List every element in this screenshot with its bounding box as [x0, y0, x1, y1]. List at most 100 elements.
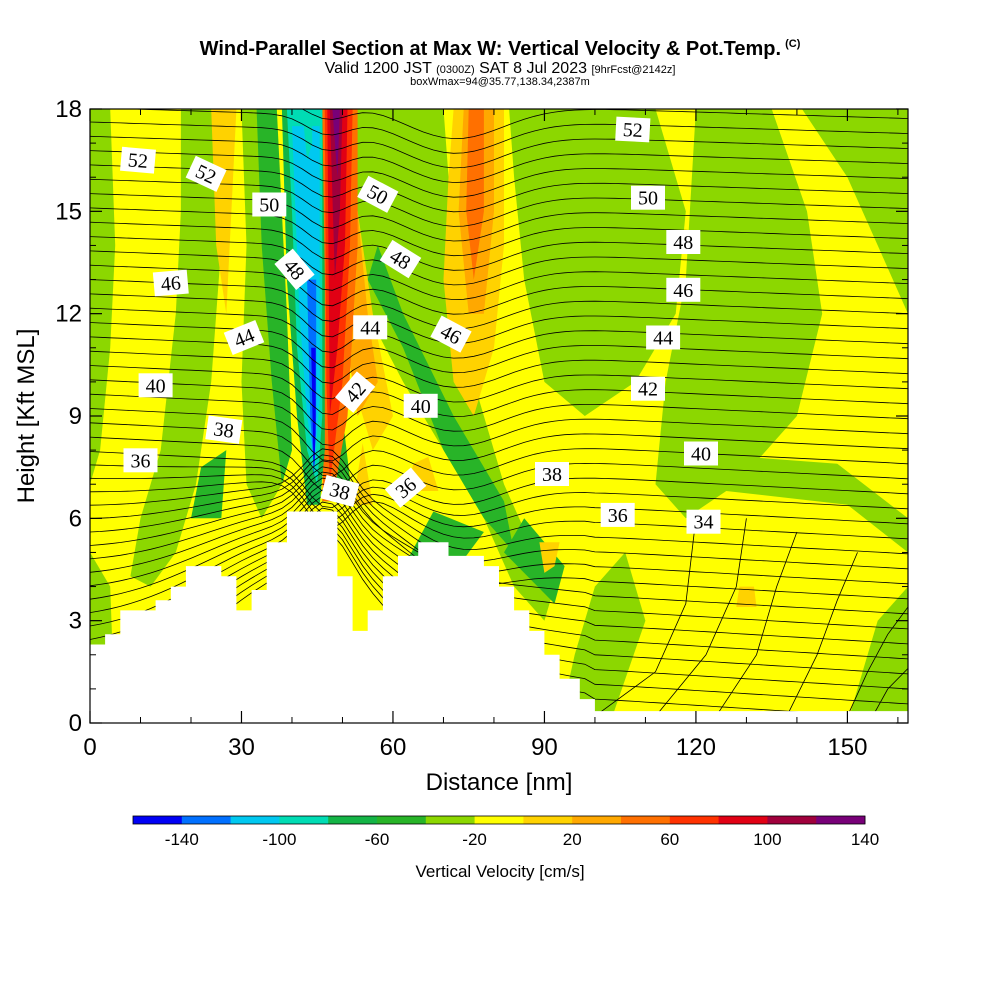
theta-contour	[120, 109, 908, 154]
theta-label-bg	[120, 146, 156, 174]
valid-utc: (0300Z)	[436, 64, 475, 76]
theta-label-bg	[353, 315, 388, 340]
theta-label: 50	[252, 192, 287, 217]
colorbar-swatch	[230, 816, 280, 824]
theta-label-text: 44	[653, 328, 673, 350]
colorbar-swatch	[181, 816, 231, 824]
x-tick-label: 90	[531, 734, 558, 761]
title-text: Wind-Parallel Section at Max W: Vertical…	[199, 38, 782, 60]
chart-title: Wind-Parallel Section at Max W: Vertical…	[0, 38, 1000, 61]
theta-label: 52	[185, 155, 227, 192]
colorbar-swatch	[767, 816, 817, 824]
theta-label-bg	[666, 230, 701, 254]
theta-label-text: 38	[212, 418, 235, 443]
theta-contour	[90, 464, 908, 516]
theta-label: 36	[123, 448, 158, 473]
theta-label: 38	[205, 415, 243, 444]
downdraft-band	[90, 109, 116, 485]
theta-label: 46	[666, 277, 701, 302]
theta-contour	[90, 350, 908, 403]
theta-label: 36	[600, 502, 635, 527]
y-tick-label: 15	[55, 198, 82, 225]
x-tick-label: 30	[228, 734, 255, 761]
terrain	[90, 511, 908, 723]
updraft-core	[329, 109, 343, 280]
theta-contour	[90, 293, 908, 344]
colorbar-label: 140	[851, 830, 879, 849]
theta-label-bg	[646, 325, 681, 350]
colorbar-label: -20	[462, 830, 487, 849]
theta-label-text: 42	[638, 379, 658, 401]
theta-label-text: 46	[673, 280, 693, 302]
theta-label-text: 52	[622, 119, 643, 142]
theta-label: 52	[615, 116, 651, 143]
theta-contour	[90, 365, 908, 418]
colorbar-swatch	[669, 816, 719, 824]
theta-contour	[90, 193, 908, 242]
theta-contour	[90, 336, 908, 388]
theta-label-bg	[320, 475, 360, 507]
theta-label: 44	[646, 325, 681, 350]
downdraft-band	[559, 552, 646, 723]
theta-contour	[90, 448, 908, 555]
theta-contour	[90, 307, 908, 359]
theta-label-bg	[185, 155, 227, 192]
theta-contour	[90, 121, 908, 169]
theta-label-text: 34	[694, 512, 714, 534]
theta-contour	[90, 454, 908, 570]
theta-label-text: 36	[608, 505, 628, 527]
theta-label: 48	[666, 230, 701, 254]
theta-contour	[90, 178, 908, 227]
colorbar-label: -60	[365, 830, 390, 849]
theta-label-bg	[615, 116, 651, 143]
theta-label-bg	[223, 320, 265, 355]
theta-label-bg	[535, 462, 569, 486]
theta-contour	[301, 109, 908, 140]
theta-label-bg	[430, 315, 472, 353]
colorbar: -140 -100 -60 -20 20 60 100 140	[132, 815, 879, 849]
theta-label-bg	[357, 175, 399, 213]
forecast-info: [9hrFcst@2142z]	[591, 64, 676, 76]
colorbar-swatch	[816, 816, 866, 824]
colorbar-frame	[132, 815, 866, 825]
theta-contour	[786, 552, 858, 717]
theta-contour	[90, 150, 908, 198]
y-tick-label: 12	[55, 301, 82, 328]
theta-label-bg	[334, 371, 376, 413]
theta-label-text: 36	[131, 450, 151, 472]
theta-contour	[90, 164, 908, 213]
colorbar-swatch	[718, 816, 768, 824]
downdraft-core	[302, 109, 313, 161]
theta-label: 44	[353, 315, 388, 340]
theta-label: 38	[535, 462, 569, 486]
valid-date: SAT 8 Jul 2023	[479, 60, 587, 77]
theta-label-bg	[686, 509, 721, 534]
theta-label: 46	[430, 315, 472, 353]
theta-label-text: 50	[259, 195, 279, 217]
theta-label-bg	[403, 393, 438, 418]
theta-contour	[90, 481, 908, 540]
x-tick-label: 150	[827, 734, 867, 761]
colorbar-label: 60	[660, 830, 679, 849]
theta-contour	[90, 474, 908, 528]
colorbar-swatch	[572, 816, 622, 824]
theta-label-text: 52	[127, 149, 149, 173]
theta-label-bg	[631, 185, 665, 210]
y-tick-label: 3	[69, 608, 82, 635]
theta-label-text: 40	[411, 396, 431, 418]
downdraft-core	[312, 398, 316, 468]
theta-contour	[90, 408, 908, 462]
updraft-band	[736, 586, 757, 607]
theta-contour	[90, 250, 908, 301]
colorbar-swatch	[328, 816, 378, 824]
colorbar-label: 100	[753, 830, 781, 849]
valid-time-line: Valid 1200 JST (0300Z) SAT 8 Jul 2023 [9…	[0, 60, 1000, 78]
theta-label-bg	[138, 373, 173, 398]
x-tick-label: 60	[380, 734, 407, 761]
theta-label-text: 46	[160, 272, 182, 296]
theta-contour	[90, 207, 908, 257]
theta-label-text: 48	[673, 232, 693, 254]
theta-label-bg	[379, 239, 422, 279]
theta-label-bg	[205, 415, 243, 444]
y-tick-label: 18	[55, 96, 82, 123]
